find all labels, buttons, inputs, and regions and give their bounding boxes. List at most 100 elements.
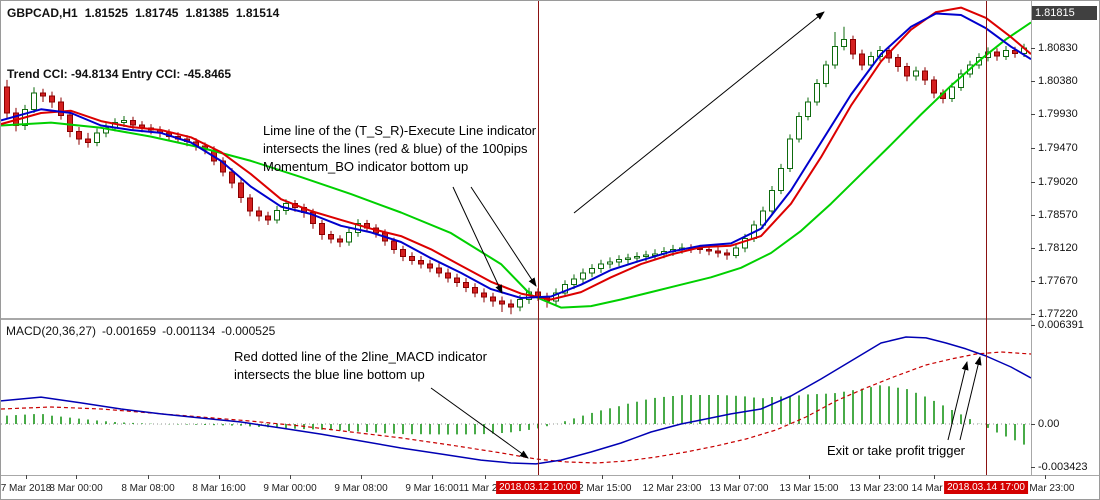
time-axis-label: 13 Mar 23:00 [849,483,909,494]
price-axis-label: 1.78120 [1038,241,1078,254]
time-axis-label: 12 Mar 23:00 [642,483,702,494]
bear-candle [130,119,136,126]
time-axis-label: 13 Mar 15:00 [779,483,839,494]
bear-candle [400,248,406,258]
annotation-text-entry-signal[interactable]: Lime line of the (T_S_R)-Execute Line in… [263,122,536,176]
time-axis-label: 14 Mar 23:00 [1015,483,1075,494]
time-axis-label: 8 Mar 00:00 [49,483,103,494]
bear-candle [427,263,433,269]
time-axis-tick [672,475,673,479]
bear-candle [706,248,712,252]
bear-candle [85,138,91,144]
bull-candle [814,83,820,103]
bull-candle [1003,49,1009,57]
time-axis-tick [432,475,433,479]
bull-candle [643,254,649,258]
time-axis-marker[interactable]: 2018.03.12 10:00 [496,481,580,494]
vertical-marker-line[interactable] [538,1,539,475]
price-axis-label: 1.80830 [1038,42,1078,55]
bear-candle [994,51,1000,57]
open-value: 1.81525 [84,6,129,20]
bull-candle [625,257,631,261]
time-axis-tick [219,475,220,479]
bear-candle [220,160,226,173]
price-axis-tick [1031,81,1035,83]
bear-candle [4,86,10,114]
time-axis-divider [1,475,1099,476]
symbol-timeframe-label: GBPCAD,H1 [7,6,78,20]
time-axis-tick [602,475,603,479]
time-axis-tick [1045,475,1046,479]
bull-candle [958,73,964,88]
bull-candle [832,46,838,66]
bear-candle [697,248,703,251]
cci-readout: Trend CCI: -94.8134 Entry CCI: -45.8465 [7,67,232,81]
time-axis-tick [934,475,935,479]
panel-divider[interactable] [1,318,1031,320]
price-axis-tick [1031,114,1035,116]
bear-candle [931,79,937,94]
current-price-box: 1.81815 [1032,6,1097,20]
price-axis-tick [1031,314,1035,316]
bear-candle [445,272,451,279]
bear-candle [454,277,460,284]
price-axis-label: 1.79470 [1038,142,1078,155]
macd-main-line [1,336,1031,465]
bear-candle [319,223,325,236]
macd-value-3: -0.000525 [221,324,276,338]
bull-candle [868,55,874,66]
vertical-marker-line[interactable] [986,1,987,475]
annotation-text-exit-trigger[interactable]: Exit or take profit trigger [827,442,965,460]
macd-axis-label: 0.006391 [1038,319,1084,331]
bear-candle [238,182,244,199]
bull-candle [805,101,811,118]
chart-header: GBPCAD,H1 1.81525 1.81745 1.81385 1.8151… [7,6,279,20]
bear-candle [49,95,55,103]
bear-candle [499,300,505,305]
bull-candle [355,223,361,233]
bear-candle [337,238,343,243]
time-axis-label: 8 Mar 08:00 [121,483,175,494]
low-value: 1.81385 [185,6,229,20]
time-axis-tick [879,475,880,479]
price-axis-label: 1.79930 [1038,108,1078,121]
bear-candle [265,215,271,221]
price-axis-tick [1031,48,1035,50]
bear-candle [328,234,334,240]
macd-axis-tick [1031,467,1035,468]
annotation-text-macd-cross[interactable]: Red dotted line of the 2line_MACD indica… [234,348,487,384]
time-axis-label: 9 Mar 08:00 [334,483,388,494]
price-axis-label: 1.78570 [1038,208,1078,221]
macd-axis-tick [1031,424,1035,425]
bull-candle [742,237,748,249]
bull-candle [607,261,613,265]
annotation-line: intersects the lines (red & blue) of the… [263,141,528,156]
time-axis-marker[interactable]: 2018.03.14 17:00 [944,481,1028,494]
lime-execute-line [1,21,1031,309]
annotation-line: intersects the blue line bottom up [234,367,425,382]
price-axis-label: 1.79020 [1038,175,1078,188]
bear-candle [76,130,82,140]
bear-candle [481,292,487,298]
price-axis-label: 1.77670 [1038,275,1078,288]
macd-axis-label: -0.003423 [1038,461,1088,473]
price-axis-tick [1031,247,1035,249]
time-axis-label: 8 Mar 16:00 [192,483,246,494]
bull-candle [841,38,847,48]
bull-candle [616,259,622,263]
time-axis-label: 13 Mar 07:00 [709,483,769,494]
bear-candle [436,267,442,274]
bear-candle [922,70,928,81]
macd-histogram [6,385,1025,445]
bull-candle [562,284,568,294]
time-axis-label: 14 Mar 07 [911,483,957,494]
bull-candle [580,272,586,280]
bull-candle [949,86,955,99]
bull-candle [598,263,604,270]
bear-candle [463,282,469,289]
bear-candle [58,101,64,116]
bear-candle [229,171,235,184]
bear-candle [247,197,253,212]
time-axis-tick [76,475,77,479]
